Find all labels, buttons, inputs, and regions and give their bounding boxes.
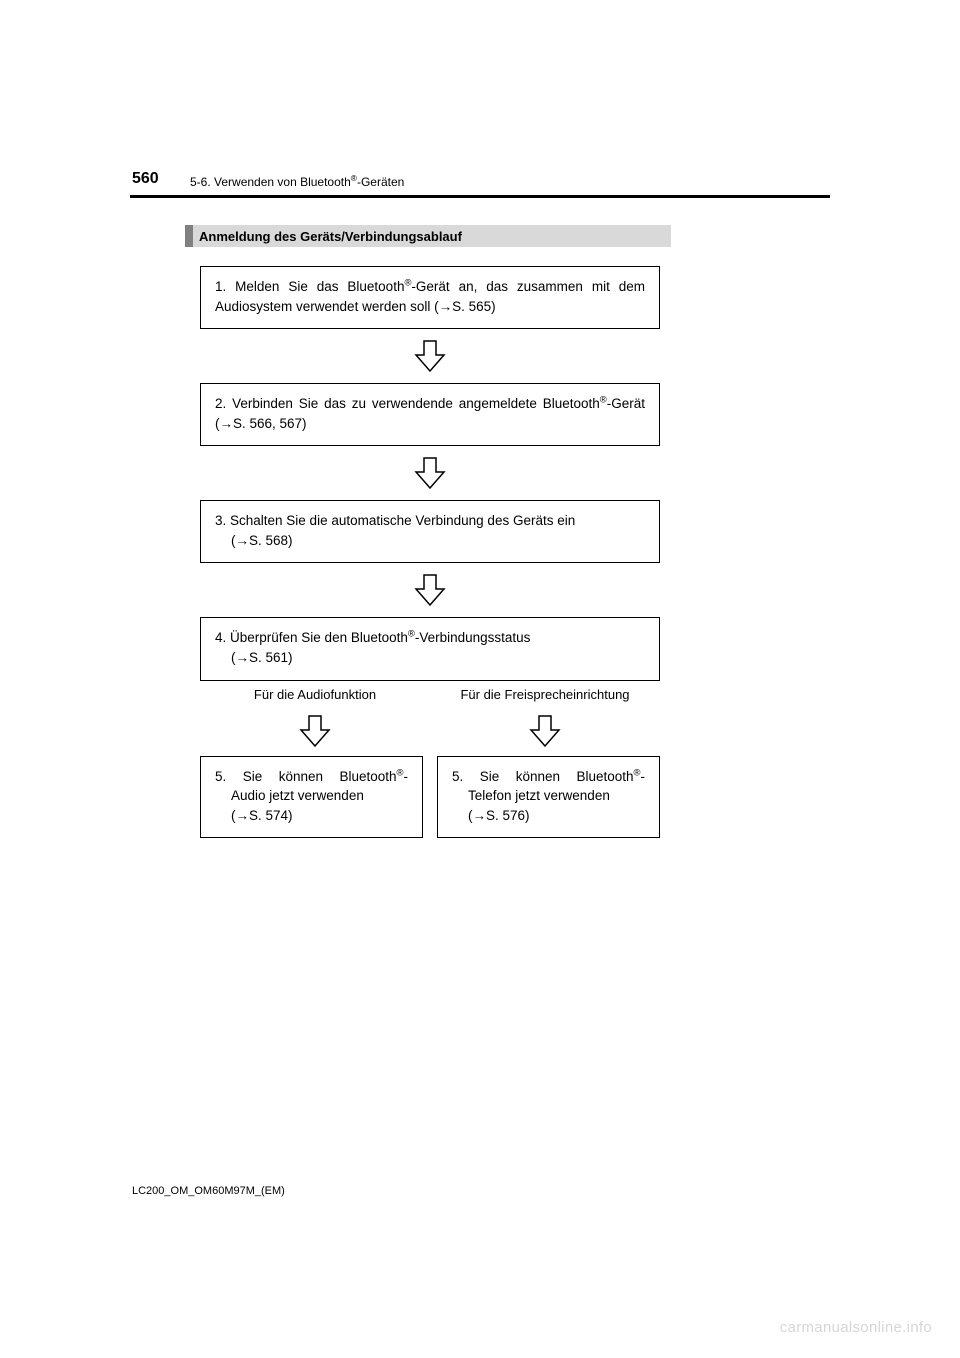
arrow-down-icon [296, 712, 334, 750]
split-label-left: Für die Audiofunktion [200, 687, 430, 702]
step5r-w3: Bluetooth [576, 769, 633, 784]
arrow-down-3 [200, 563, 660, 617]
arrow-down-icon [411, 571, 449, 609]
step-2-text-pre: 2. Verbinden Sie das zu verwendende ange… [215, 396, 600, 411]
arrow-char: → [473, 808, 487, 823]
step-2-box: 2. Verbinden Sie das zu verwendende ange… [200, 383, 660, 446]
arrow-char: → [236, 533, 250, 548]
arrow-char: → [236, 650, 250, 665]
arrow-char: → [236, 808, 250, 823]
step-5-right-box: 5. Sie können Bluetooth®- Telefon jetzt … [437, 756, 660, 839]
document-id: LC200_OM_OM60M97M_(EM) [132, 1185, 285, 1197]
step5r-ref: S. 576) [486, 808, 530, 823]
step-3-ref: S. 568) [249, 533, 293, 548]
step-5-left-box: 5. Sie können Bluetooth®- Audio jetzt ve… [200, 756, 423, 839]
arrow-down-1 [200, 329, 660, 383]
arrow-char: → [439, 299, 453, 314]
step5r-w2: können [516, 769, 560, 784]
step-4-box: 4. Überprüfen Sie den Bluetooth®-Verbind… [200, 617, 660, 680]
split-boxes: 5. Sie können Bluetooth®- Audio jetzt ve… [200, 756, 660, 839]
split-labels: Für die Audiofunktion Für die Freisprech… [200, 687, 660, 702]
arrow-down-right [430, 706, 660, 756]
step-2-ref: S. 566, 567) [233, 416, 307, 431]
step5l-ref: S. 574) [249, 808, 293, 823]
arrow-down-icon [526, 712, 564, 750]
step-1-box: 1. Melden Sie das Bluetooth®-Gerät an, d… [200, 266, 660, 329]
step5r-w1: 5. Sie [452, 769, 499, 784]
step-4-post: -Verbindungsstatus [415, 630, 531, 645]
running-header: 5-6. Verwenden von Bluetooth®-Geräten [190, 175, 404, 189]
step-1-text-pre: 1. Melden Sie das Bluetooth [215, 279, 404, 294]
arrow-char: → [220, 416, 234, 431]
arrow-down-2 [200, 446, 660, 500]
step-1-ref: S. 565) [452, 299, 496, 314]
page-number: 560 [132, 170, 159, 188]
step-4-pre: 4. Überprüfen Sie den Bluetooth [215, 630, 408, 645]
header-rule [130, 195, 830, 198]
running-header-post: -Geräten [357, 175, 404, 189]
step-3-line1: 3. Schalten Sie die automatische Verbind… [215, 513, 575, 528]
step5l-l2: Audio jetzt verwenden [215, 786, 408, 806]
split-arrows [200, 706, 660, 756]
step5l-w3: Bluetooth [339, 769, 396, 784]
registered-mark: ® [600, 395, 607, 406]
section-title: Anmeldung des Geräts/Verbindungsablauf [185, 225, 671, 247]
running-header-pre: 5-6. Verwenden von Bluetooth [190, 175, 351, 189]
step5l-w1: 5. Sie [215, 769, 262, 784]
page: 560 5-6. Verwenden von Bluetooth®-Geräte… [0, 0, 960, 1358]
step-3-box: 3. Schalten Sie die automatische Verbind… [200, 500, 660, 563]
flowchart: 1. Melden Sie das Bluetooth®-Gerät an, d… [200, 266, 660, 838]
watermark: carmanualsonline.info [780, 1319, 932, 1336]
step5l-w2: können [279, 769, 323, 784]
step5l-post: - [403, 769, 408, 784]
arrow-down-icon [411, 337, 449, 375]
arrow-down-icon [411, 454, 449, 492]
arrow-down-left [200, 706, 430, 756]
registered-mark: ® [408, 629, 415, 640]
split-label-right: Für die Freisprecheinrichtung [430, 687, 660, 702]
step5r-l2: Telefon jetzt verwenden [452, 786, 645, 806]
step-4-ref: S. 561) [249, 650, 293, 665]
step5r-post: - [640, 769, 645, 784]
